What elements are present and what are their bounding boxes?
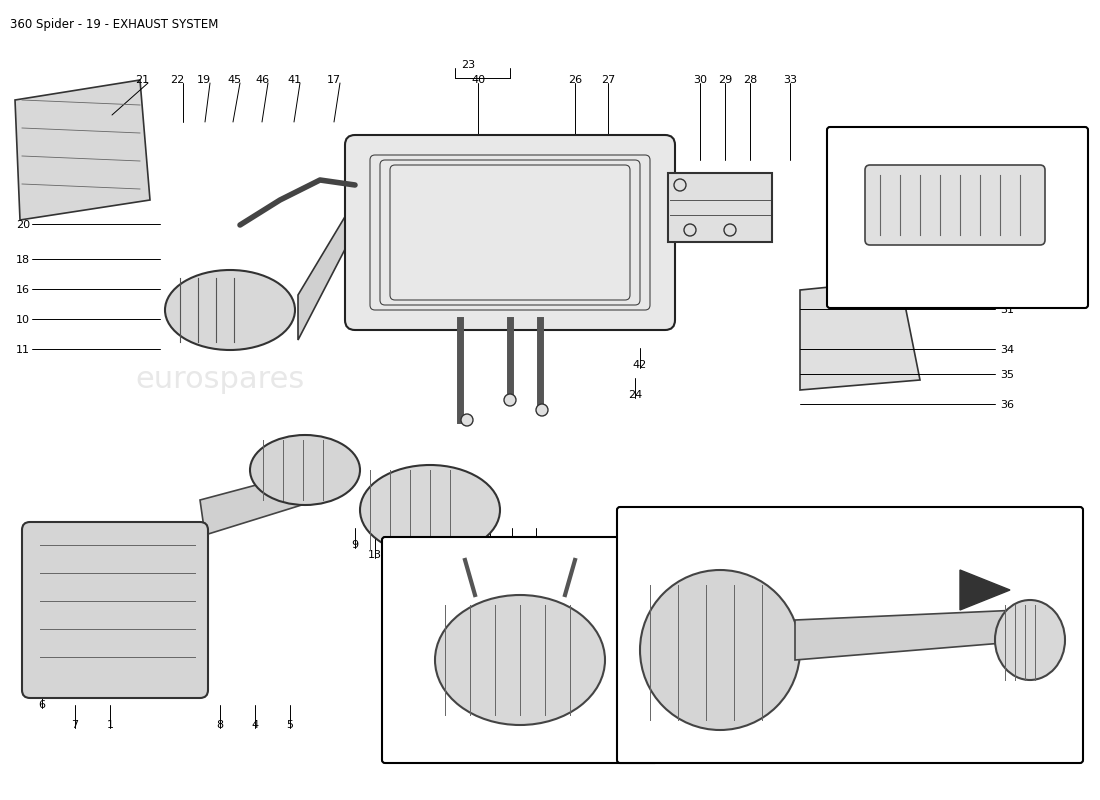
Circle shape bbox=[684, 224, 696, 236]
Text: 1: 1 bbox=[512, 735, 518, 745]
FancyBboxPatch shape bbox=[382, 537, 658, 763]
Text: 39: 39 bbox=[529, 540, 543, 550]
Text: 11: 11 bbox=[16, 345, 30, 355]
Text: Vale fino al motore Nr. 62657: Vale fino al motore Nr. 62657 bbox=[395, 740, 548, 750]
Text: 45: 45 bbox=[227, 75, 241, 85]
FancyBboxPatch shape bbox=[345, 135, 675, 330]
Polygon shape bbox=[960, 570, 1010, 610]
Text: 12: 12 bbox=[459, 550, 473, 560]
Text: 46: 46 bbox=[255, 75, 270, 85]
Text: 36: 36 bbox=[1000, 400, 1014, 410]
Text: 35: 35 bbox=[1000, 370, 1014, 380]
Text: 15: 15 bbox=[390, 550, 405, 560]
Text: 3: 3 bbox=[482, 555, 488, 565]
Text: 26: 26 bbox=[568, 75, 582, 85]
Text: 20: 20 bbox=[15, 220, 30, 230]
Text: Valid for not catalyzed cars: Valid for not catalyzed cars bbox=[840, 273, 1002, 283]
Polygon shape bbox=[800, 280, 920, 390]
Circle shape bbox=[461, 414, 473, 426]
Text: 34: 34 bbox=[1000, 345, 1014, 355]
Text: 27: 27 bbox=[601, 75, 615, 85]
Text: 13: 13 bbox=[436, 550, 450, 560]
Text: 37: 37 bbox=[575, 565, 590, 575]
Text: 16: 16 bbox=[16, 285, 30, 295]
Text: 22: 22 bbox=[169, 75, 184, 85]
Text: 4: 4 bbox=[726, 525, 734, 535]
Text: eurospares: eurospares bbox=[135, 366, 305, 394]
Text: 38: 38 bbox=[483, 540, 497, 550]
FancyBboxPatch shape bbox=[22, 522, 208, 698]
Circle shape bbox=[674, 179, 686, 191]
Ellipse shape bbox=[996, 600, 1065, 680]
FancyBboxPatch shape bbox=[827, 127, 1088, 308]
Circle shape bbox=[536, 404, 548, 416]
Text: 4: 4 bbox=[252, 720, 258, 730]
Text: 2: 2 bbox=[582, 555, 588, 565]
Text: eurospares: eurospares bbox=[636, 586, 804, 614]
Text: 41: 41 bbox=[287, 75, 301, 85]
Text: Vale per USA e CDN: Vale per USA e CDN bbox=[613, 720, 767, 734]
Text: Vale per vetture non catalizzate: Vale per vetture non catalizzate bbox=[840, 253, 1030, 263]
Circle shape bbox=[504, 394, 516, 406]
Text: 23: 23 bbox=[461, 60, 475, 70]
Text: 7: 7 bbox=[72, 720, 78, 730]
Text: 21: 21 bbox=[135, 75, 150, 85]
Text: Valid till engine Nr. 62657: Valid till engine Nr. 62657 bbox=[395, 752, 530, 762]
Text: 10: 10 bbox=[16, 315, 30, 325]
Text: 18: 18 bbox=[15, 255, 30, 265]
Polygon shape bbox=[795, 610, 1040, 660]
Polygon shape bbox=[200, 460, 350, 535]
Ellipse shape bbox=[640, 570, 800, 730]
Text: 5: 5 bbox=[286, 720, 294, 730]
Text: 42: 42 bbox=[632, 360, 647, 370]
Text: 9: 9 bbox=[881, 525, 889, 535]
Text: 31: 31 bbox=[1000, 305, 1014, 315]
Text: 40: 40 bbox=[471, 75, 485, 85]
Ellipse shape bbox=[165, 270, 295, 350]
Polygon shape bbox=[298, 200, 355, 340]
Text: Valid for USA and CDN: Valid for USA and CDN bbox=[603, 740, 778, 754]
Text: 8: 8 bbox=[217, 720, 223, 730]
Text: 1: 1 bbox=[647, 525, 653, 535]
Text: 9: 9 bbox=[351, 540, 359, 550]
Text: 1: 1 bbox=[107, 720, 113, 730]
Text: 17: 17 bbox=[327, 75, 341, 85]
Text: 43: 43 bbox=[1023, 145, 1037, 155]
FancyBboxPatch shape bbox=[865, 165, 1045, 245]
Text: 33: 33 bbox=[783, 75, 798, 85]
Text: 30: 30 bbox=[693, 75, 707, 85]
Text: 11: 11 bbox=[1008, 525, 1022, 535]
Text: 28: 28 bbox=[742, 75, 757, 85]
FancyBboxPatch shape bbox=[668, 173, 772, 242]
Polygon shape bbox=[15, 80, 150, 220]
Text: 360 Spider - 19 - EXHAUST SYSTEM: 360 Spider - 19 - EXHAUST SYSTEM bbox=[10, 18, 219, 31]
Text: 32: 32 bbox=[505, 540, 519, 550]
Text: 25: 25 bbox=[591, 585, 605, 595]
Text: 19: 19 bbox=[197, 75, 211, 85]
FancyBboxPatch shape bbox=[617, 507, 1084, 763]
Text: 6: 6 bbox=[39, 700, 45, 710]
Text: 24: 24 bbox=[628, 390, 642, 400]
Circle shape bbox=[724, 224, 736, 236]
Text: 14: 14 bbox=[412, 550, 427, 560]
Ellipse shape bbox=[360, 465, 500, 555]
Ellipse shape bbox=[250, 435, 360, 505]
Ellipse shape bbox=[434, 595, 605, 725]
Text: 44: 44 bbox=[972, 145, 987, 155]
Text: eurospares: eurospares bbox=[495, 166, 664, 194]
Text: 13: 13 bbox=[368, 550, 382, 560]
Text: 5: 5 bbox=[771, 525, 779, 535]
Text: 29: 29 bbox=[718, 75, 733, 85]
